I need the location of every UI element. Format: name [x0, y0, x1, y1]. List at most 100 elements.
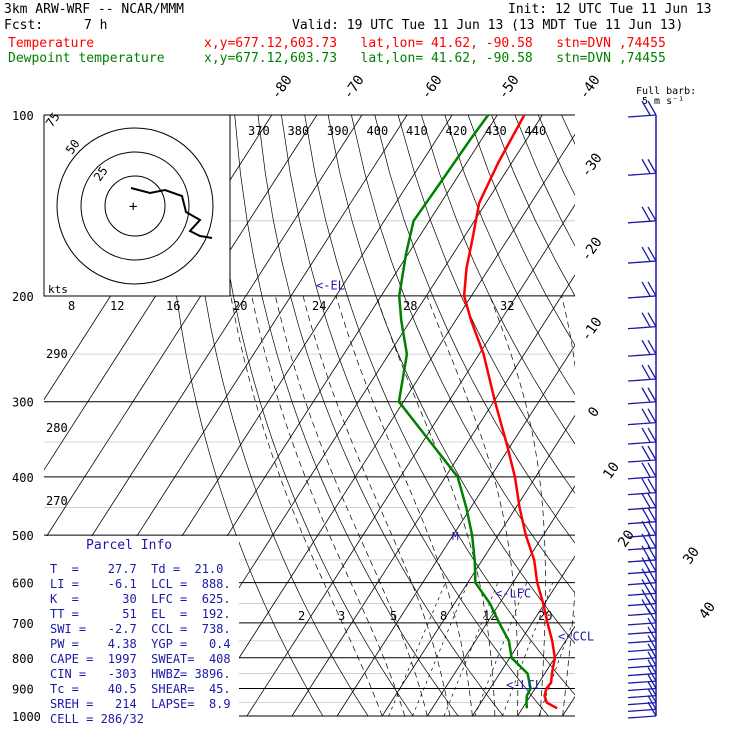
speed-label: 8 — [68, 299, 75, 313]
wind-barb — [647, 651, 657, 667]
isotherm-line — [517, 625, 575, 716]
moist-adiabat — [302, 295, 451, 716]
mixing-ratio-line — [502, 582, 554, 716]
dry-adiabat — [444, 115, 575, 396]
moist-adiabat — [335, 295, 473, 716]
wind-barb — [647, 158, 657, 174]
wind-barb-staff — [627, 401, 657, 405]
wind-barb — [641, 589, 651, 604]
dry-adiabat — [187, 115, 369, 716]
wind-barb-staff — [627, 570, 657, 575]
isotherm-label: -60 — [418, 72, 446, 102]
isotherm-label: 30 — [680, 544, 703, 567]
parcel-row-t: T = 27.7 Td = 21.0 — [50, 562, 224, 576]
forecast-hours: 7 h — [84, 18, 108, 33]
theta-label: 410 — [406, 124, 428, 138]
wind-barb-staff — [627, 622, 657, 626]
wind-barb — [647, 507, 657, 523]
speed-label: 20 — [233, 299, 247, 313]
wind-barb — [641, 364, 651, 380]
parcel-title: Parcel Info — [86, 538, 173, 553]
isotherm-line — [291, 274, 575, 716]
isotherm-label: 40 — [696, 599, 719, 622]
wind-barb-staff — [627, 672, 657, 677]
wind-barb — [647, 312, 657, 327]
wind-barb — [641, 599, 651, 614]
isotherm-label: 20 — [615, 527, 638, 550]
wind-barb — [641, 507, 651, 523]
parcel-info-panel: Parcel Info T = 27.7 Td = 21.0 LI = -6.1… — [44, 536, 239, 736]
dry-adiabat — [397, 115, 575, 494]
wind-barb-staff — [627, 701, 657, 706]
moist-adiabat — [608, 296, 679, 716]
mixing-ratio-label: 8 — [440, 609, 447, 623]
wind-barb — [647, 643, 657, 659]
isotherm-label: 10 — [600, 459, 623, 482]
temperature-line — [462, 114, 558, 710]
level-marker: <-EL — [316, 278, 345, 292]
wind-barb — [647, 281, 657, 297]
dewpoint-legend: Dewpoint temperature — [8, 51, 165, 66]
wind-barb — [647, 478, 657, 493]
wind-barb-staff — [627, 220, 657, 224]
wind-barb — [647, 427, 657, 443]
theta-label: 370 — [248, 124, 270, 138]
forecast-label: Fcst: — [4, 18, 44, 33]
wind-barb — [647, 387, 657, 403]
wind-barb — [641, 339, 651, 355]
wind-barb-staff — [627, 640, 657, 644]
wind-barb-staff — [627, 582, 657, 586]
isotherm-label: -50 — [495, 72, 523, 102]
isotherm-line — [608, 115, 740, 716]
speed-label: 12 — [110, 299, 124, 313]
hodograph-ring — [56, 127, 214, 285]
wind-barb — [647, 701, 657, 717]
wind-barb — [647, 635, 657, 650]
theta-low-label: 280 — [46, 421, 68, 435]
pressure-label: 600 — [12, 577, 34, 591]
isotherm-line — [44, 115, 318, 541]
wind-barb-staff — [627, 708, 657, 713]
dry-adiabat — [351, 115, 575, 594]
moist-adiabat — [585, 296, 628, 716]
dry-adiabat — [632, 115, 740, 716]
wind-barb-staff — [627, 378, 657, 382]
wind-barb-staff — [627, 695, 657, 699]
theta-label: 440 — [525, 124, 547, 138]
wind-barb — [641, 427, 651, 443]
moist-adiabat — [561, 295, 575, 716]
barb-legend-title: Full barb: — [636, 86, 696, 97]
hodograph-ring — [80, 151, 190, 261]
wind-barb — [641, 568, 651, 583]
dry-adiabat — [537, 115, 575, 196]
parcel-row-tt: TT = 51 EL = 192. — [50, 607, 231, 621]
wind-barb — [641, 579, 651, 594]
wind-barb — [641, 493, 651, 508]
wind-barb — [641, 100, 651, 116]
wind-barb-staff — [627, 476, 657, 480]
wind-barb-staff — [627, 521, 657, 525]
wind-barb — [647, 520, 657, 536]
wind-barb-staff — [627, 612, 657, 617]
wind-barb-staff — [627, 421, 657, 426]
parcel-marker: M — [452, 530, 459, 543]
wind-barb-staff — [627, 114, 657, 118]
parcel-row-pw: PW = 4.38 YGP = 0.4 — [50, 637, 231, 651]
speed-label: 24 — [312, 299, 326, 313]
wind-barb — [641, 462, 651, 478]
parcel-row-swi: SWI = -2.7 CCL = 738. — [50, 622, 231, 636]
pressure-label: 500 — [12, 529, 34, 543]
hodograph-trace — [130, 187, 213, 239]
wind-barb — [641, 478, 651, 493]
isotherm-line — [44, 115, 363, 612]
wind-barb-staff — [627, 680, 657, 684]
dewpoint-location: x,y=677.12,603.73 lat,lon= 41.62, -90.58… — [204, 51, 666, 66]
dry-adiabat — [164, 115, 324, 716]
mixing-ratio-line — [388, 582, 446, 716]
pressure-label: 900 — [12, 682, 34, 696]
isotherm-line — [246, 203, 575, 716]
hodograph-ring — [104, 175, 166, 237]
wind-barb-staff — [627, 441, 657, 445]
level-marker: <-LFC — [495, 586, 531, 600]
